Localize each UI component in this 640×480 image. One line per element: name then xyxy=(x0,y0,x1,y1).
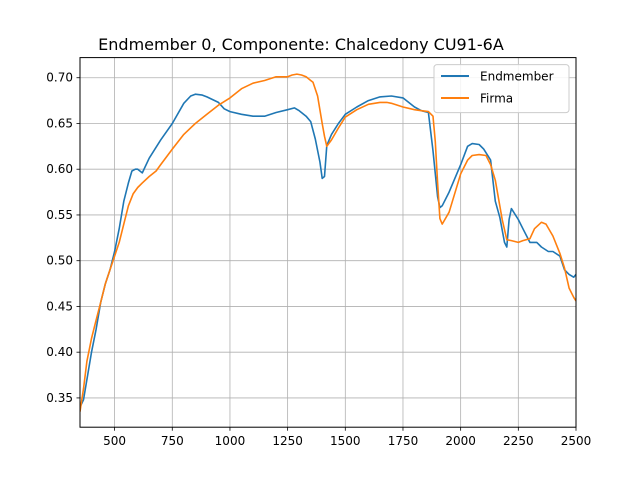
y-tick-label: 0.65 xyxy=(46,116,73,130)
x-tick-label: 2000 xyxy=(445,434,476,448)
plot-frame xyxy=(79,57,577,428)
x-tick-label: 750 xyxy=(161,434,184,448)
legend-label-firma: Firma xyxy=(480,92,513,106)
y-tick-label: 0.45 xyxy=(46,299,73,313)
x-tick-label: 1750 xyxy=(388,434,419,448)
series-line-firma xyxy=(80,73,576,412)
x-tick-label: 2500 xyxy=(561,434,592,448)
y-tick-label: 0.55 xyxy=(46,208,73,222)
x-tick-label: 500 xyxy=(103,434,126,448)
series-layer xyxy=(80,73,576,412)
legend: Endmember Firma xyxy=(433,64,570,114)
x-tick-label: 1500 xyxy=(330,434,361,448)
y-tick-label: 0.50 xyxy=(46,254,73,268)
chart-title: Endmember 0, Componente: Chalcedony CU91… xyxy=(98,35,504,54)
y-tick-label: 0.35 xyxy=(46,391,73,405)
x-tick-label: 1000 xyxy=(215,434,246,448)
x-tick-label: 1250 xyxy=(272,434,303,448)
y-tick-label: 0.60 xyxy=(46,162,73,176)
x-tick-label: 2250 xyxy=(503,434,534,448)
y-tick-label: 0.70 xyxy=(46,71,73,85)
y-tick-label: 0.40 xyxy=(46,345,73,359)
axis-ticks: 500 750 1000 1250 1500 1750 2000 2250 2500 0.35 0.… xyxy=(46,71,591,448)
legend-label-endmember: Endmember xyxy=(480,70,554,84)
